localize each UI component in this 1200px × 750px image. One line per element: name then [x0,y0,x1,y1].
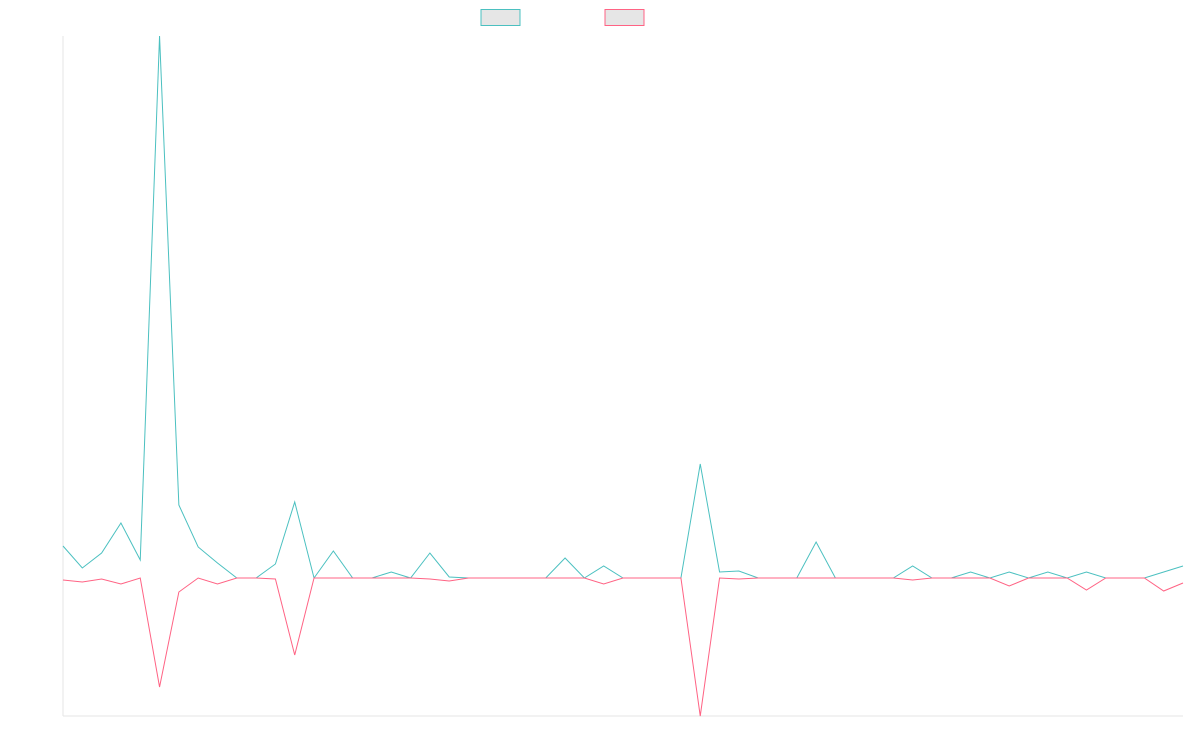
series-line [62,577,1184,717]
legend-swatch[interactable] [604,9,645,26]
legend-swatch[interactable] [480,9,521,26]
series-line [62,35,1184,580]
